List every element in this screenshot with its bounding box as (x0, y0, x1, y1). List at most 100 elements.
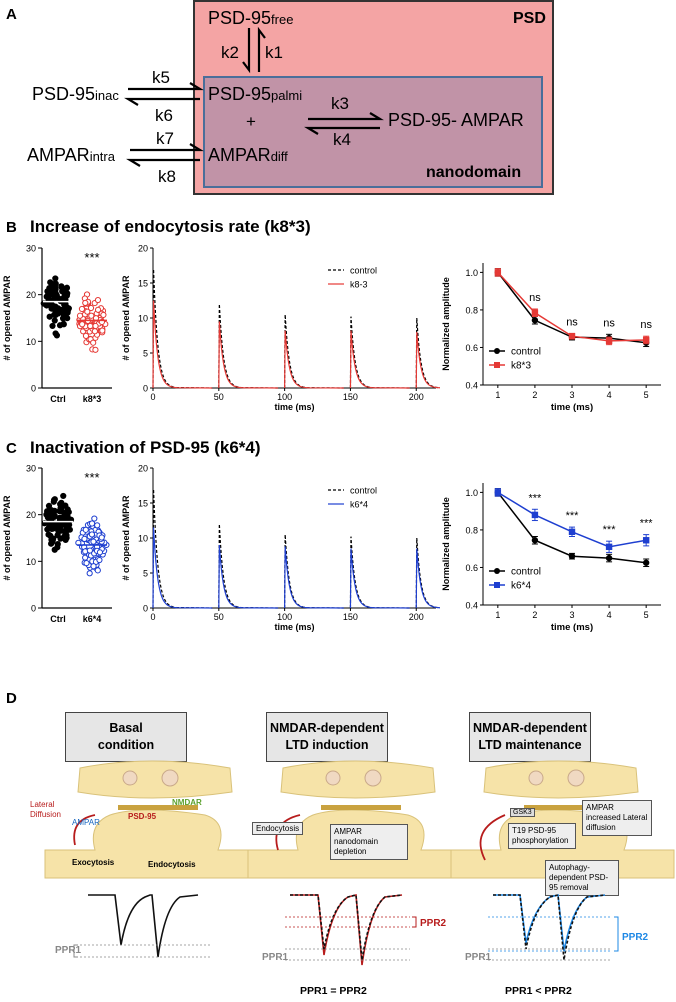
rate-k1: k1 (265, 43, 283, 62)
y-tick-label: 0 (143, 604, 148, 614)
psd95-palmi-label: PSD-95palmi (208, 84, 303, 104)
data-point (43, 301, 50, 309)
trace-k6*4 (152, 527, 440, 609)
data-point (57, 535, 64, 542)
y-tick-label: 5 (143, 569, 148, 579)
y-tick-label: 30 (26, 464, 36, 474)
data-point (60, 528, 68, 535)
arrow-k6 (124, 97, 200, 106)
data-point (49, 302, 56, 309)
label-psd95: PSD-95 (128, 812, 157, 821)
x-axis-label: time (ms) (274, 402, 314, 412)
y-tick-label: 1.0 (465, 488, 478, 498)
data-point (96, 549, 104, 556)
y-tick-label: 0.6 (465, 343, 478, 353)
data-point (51, 496, 58, 504)
y-tick-label: 0 (143, 384, 148, 394)
y-tick-label: 30 (26, 244, 36, 254)
data-point (83, 559, 90, 567)
point-annotation: *** (528, 492, 542, 504)
legend-marker (494, 568, 500, 574)
data-point (48, 540, 55, 547)
y-tick-label: 10 (138, 534, 148, 544)
ppr-equal-label: PPR1 = PPR2 (300, 985, 367, 997)
condition-box-ltd-maintenance: NMDAR-dependent LTD maintenance (469, 712, 591, 762)
ppr1-label-basal: PPR1 (55, 945, 82, 956)
x-tick-label: 150 (343, 612, 358, 622)
data-point (568, 528, 576, 535)
synapse-ltd-induction (247, 760, 472, 879)
significance-annotation: *** (84, 250, 99, 265)
data-point (531, 511, 539, 519)
data-point (88, 312, 95, 319)
label-t19: T19 PSD-95 phosphorylation (508, 823, 576, 849)
y-tick-label: 0.8 (465, 305, 478, 315)
condition-box-line2: condition (97, 738, 155, 752)
arrow-k8 (126, 158, 200, 167)
data-point (91, 328, 98, 335)
arrow-k7 (130, 143, 204, 152)
y-tick-label: 1.0 (465, 268, 478, 278)
legend-label: control (511, 567, 541, 578)
legend-label: control (350, 486, 377, 496)
x-tick-label: 3 (569, 390, 574, 400)
data-point (92, 322, 99, 330)
point-annotation: ns (529, 292, 541, 304)
data-point (57, 297, 65, 304)
x-tick-label: 200 (409, 392, 424, 402)
point-annotation: ns (603, 317, 615, 329)
x-tick-label: 100 (277, 612, 292, 622)
panel-letter-b: B (6, 219, 17, 236)
y-axis-label: # of opened AMPAR (121, 275, 131, 360)
label-autophagy: Autophagy-dependent PSD-95 removal (545, 860, 619, 896)
data-point (605, 337, 613, 345)
lateral-diffusion-arrow (73, 814, 96, 846)
data-point (63, 509, 70, 516)
panel-c-title: Inactivation of PSD-95 (k6*4) (30, 438, 261, 457)
data-point (63, 285, 70, 292)
data-point (98, 534, 105, 541)
rate-k2: k2 (221, 43, 239, 62)
y-axis-label: # of opened AMPAR (2, 275, 12, 360)
x-tick-label: 50 (214, 612, 224, 622)
x-tick-label: 5 (644, 610, 649, 620)
label-endocytosis: Endocytosis (148, 860, 196, 869)
label-increased-diffusion: AMPAR increased Lateral diffusion (582, 800, 652, 836)
data-point (642, 336, 650, 344)
y-tick-label: 0 (31, 604, 36, 614)
x-tick-label: 150 (343, 392, 358, 402)
ppr-trace-ltd-maintenance (488, 893, 619, 961)
data-point (531, 317, 539, 324)
x-axis-label: time (ms) (551, 622, 593, 633)
condition-box-line2: LTD maintenance (478, 738, 582, 752)
data-point (60, 320, 67, 327)
panel-letter-a: A (6, 6, 17, 23)
norm-chart-b: 0.4 0.6 0.8 1.0 1 2 3 4 5 time (ms) Normalized amp… (441, 263, 661, 413)
psd95-ampar-label: PSD-95- AMPAR (388, 110, 524, 130)
data-point (82, 299, 89, 307)
nanodomain-label: nanodomain (426, 164, 522, 181)
data-point (45, 293, 52, 300)
y-tick-label: 0.6 (465, 563, 478, 573)
data-point (94, 296, 102, 304)
trace-k8-3 (152, 300, 440, 389)
data-point (45, 502, 53, 509)
synapse-basal (44, 760, 269, 879)
ppr1-label-maintenance: PPR1 (465, 952, 492, 963)
x-tick-label: 0 (150, 392, 155, 402)
data-point (605, 543, 613, 551)
x-category-label: k8*3 (83, 394, 102, 404)
data-point (59, 519, 67, 526)
y-tick-label: 15 (138, 279, 148, 289)
data-point (92, 346, 99, 353)
data-point (568, 553, 576, 560)
x-tick-label: 4 (607, 610, 612, 620)
condition-box-line2: LTD induction (285, 738, 369, 752)
arrow-k3 (308, 112, 384, 121)
data-point (494, 269, 502, 276)
y-tick-label: 20 (138, 464, 148, 474)
condition-box-line1: Basal (109, 721, 143, 735)
data-point (642, 559, 650, 566)
scatter-chart-b: 0 10 20 30 # of opened AMPAR Ctrl k8*3 *** (2, 244, 112, 404)
panel-a-arrows (124, 26, 384, 167)
